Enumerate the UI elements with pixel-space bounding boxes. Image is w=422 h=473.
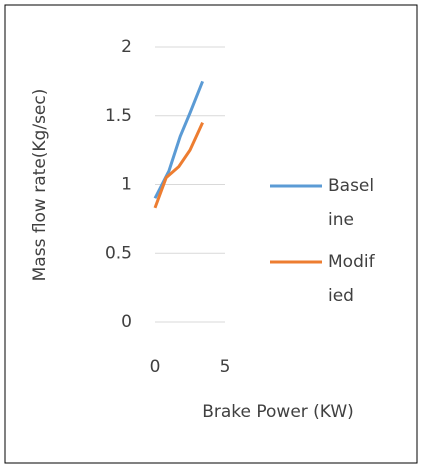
y-axis-title: Mass flow rate(Kg/sec) [30,89,50,282]
y-tick-label: 1 [121,175,132,195]
legend-label: Baseline [328,176,375,230]
y-tick-label: 1.5 [105,106,132,126]
y-tick-label: 0.5 [105,243,132,263]
y-tick-label: 0 [121,312,132,332]
x-axis-title: Brake Power (KW) [202,402,354,422]
y-tick-label: 2 [121,37,132,57]
series-line [153,122,204,209]
legend-label: Modified [328,252,375,306]
legend-entry: Modified [328,252,375,306]
x-tick-label: 0 [150,357,161,377]
legend-entry: Baseline [328,176,375,230]
chart-border [4,4,418,464]
x-tick-label: 5 [220,357,231,377]
